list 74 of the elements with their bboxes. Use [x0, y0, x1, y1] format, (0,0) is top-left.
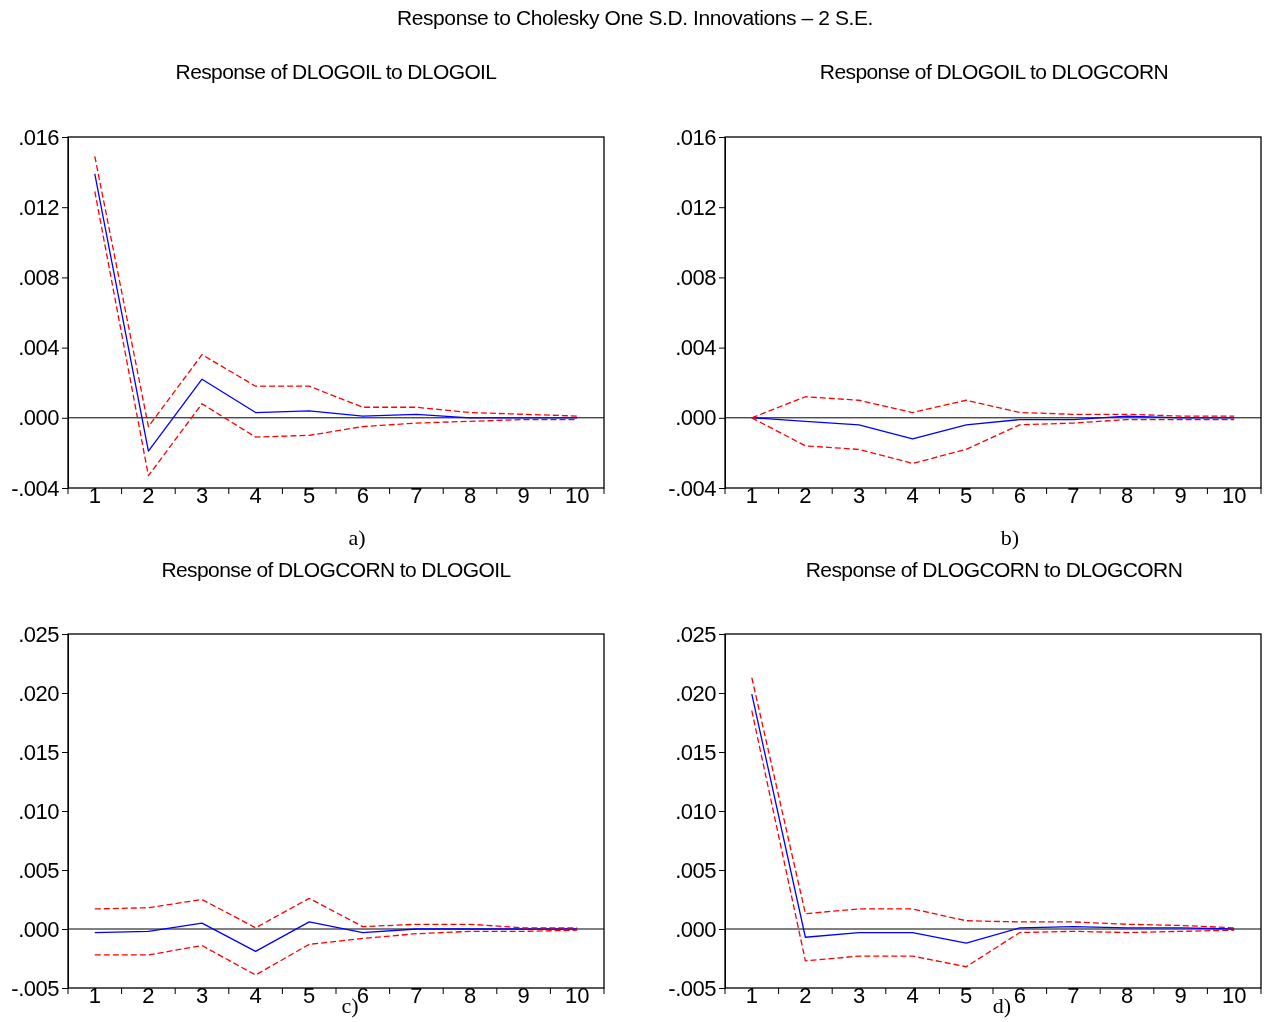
y-tick-label: .020: [18, 680, 60, 706]
y-tick-label: -.004: [11, 475, 60, 501]
y-tick-label: .005: [675, 857, 717, 883]
x-tick-label: 5: [303, 983, 316, 1009]
y-tick-label: -.005: [11, 975, 60, 1001]
x-tick-label: 8: [1120, 983, 1134, 1009]
x-tick-label: 3: [852, 483, 866, 509]
x-tick-label: 9: [1174, 983, 1187, 1009]
x-tick-label: 7: [410, 983, 423, 1009]
x-tick-label: 4: [906, 983, 919, 1009]
x-tick-label: 7: [1067, 483, 1080, 509]
chart-title: Response of DLOGCORN to DLOGOIL: [161, 557, 511, 581]
text: a): [348, 525, 366, 551]
y-tick-label: .020: [675, 680, 717, 706]
y-tick-label: .000: [675, 405, 717, 431]
y-tick-label: .025: [675, 621, 717, 647]
y-tick-label: .016: [675, 124, 717, 150]
x-tick-label: 9: [517, 983, 530, 1009]
x-tick-label: 8: [463, 983, 477, 1009]
x-tick-label: 2: [142, 983, 155, 1009]
x-tick-label: 4: [906, 483, 919, 509]
x-tick-label: 8: [1120, 483, 1134, 509]
x-tick-label: 5: [960, 483, 973, 509]
chart-title: Response of DLOGOIL to DLOGCORN: [819, 59, 1169, 83]
x-tick-label: 1: [88, 483, 101, 509]
x-tick-label: 10: [564, 983, 590, 1009]
x-tick-label: 6: [356, 483, 369, 509]
y-tick-label: .004: [18, 335, 60, 361]
x-tick-label: 10: [1221, 983, 1247, 1009]
y-tick-label: .000: [18, 916, 60, 942]
x-tick-label: 1: [88, 983, 101, 1009]
chart-title: Response of DLOGCORN to DLOGCORN: [805, 557, 1183, 581]
text: Response to Cholesky One S.D. Innovations – 2 S.E.: [396, 5, 874, 29]
x-tick-label: 4: [249, 483, 262, 509]
y-tick-label: .025: [18, 621, 60, 647]
x-tick-label: 2: [799, 983, 812, 1009]
x-tick-label: 7: [410, 483, 423, 509]
text: d): [992, 993, 1012, 1019]
y-tick-label: .015: [675, 739, 717, 765]
x-tick-label: 10: [1221, 483, 1247, 509]
y-tick-label: .016: [18, 124, 60, 150]
chart-title: Response of DLOGOIL to DLOGOIL: [175, 59, 497, 83]
x-tick-label: 4: [249, 983, 262, 1009]
y-tick-label: .000: [675, 916, 717, 942]
x-tick-label: 1: [745, 483, 758, 509]
x-tick-label: 3: [195, 983, 209, 1009]
y-tick-label: .005: [18, 857, 60, 883]
y-tick-label: .000: [18, 405, 60, 431]
y-tick-label: .008: [675, 264, 717, 290]
x-tick-label: 9: [1174, 483, 1187, 509]
y-tick-label: .012: [675, 194, 717, 220]
x-tick-label: 7: [1067, 983, 1080, 1009]
y-tick-label: .010: [18, 798, 60, 824]
text: c): [341, 993, 359, 1019]
x-tick-label: 8: [463, 483, 477, 509]
x-tick-label: 6: [1013, 983, 1026, 1009]
x-tick-label: 5: [303, 483, 316, 509]
y-tick-label: -.005: [668, 975, 717, 1001]
x-tick-label: 1: [745, 983, 758, 1009]
x-tick-label: 3: [195, 483, 209, 509]
y-tick-label: .012: [18, 194, 60, 220]
text: b): [1000, 525, 1020, 551]
y-tick-label: .010: [675, 798, 717, 824]
y-tick-label: -.004: [668, 475, 717, 501]
x-tick-label: 2: [142, 483, 155, 509]
x-tick-label: 2: [799, 483, 812, 509]
y-tick-label: .004: [675, 335, 717, 361]
x-tick-label: 3: [852, 983, 866, 1009]
y-tick-label: .008: [18, 264, 60, 290]
y-tick-label: .015: [18, 739, 60, 765]
x-tick-label: 6: [1013, 483, 1026, 509]
x-tick-label: 10: [564, 483, 590, 509]
x-tick-label: 9: [517, 483, 530, 509]
x-tick-label: 5: [960, 983, 973, 1009]
